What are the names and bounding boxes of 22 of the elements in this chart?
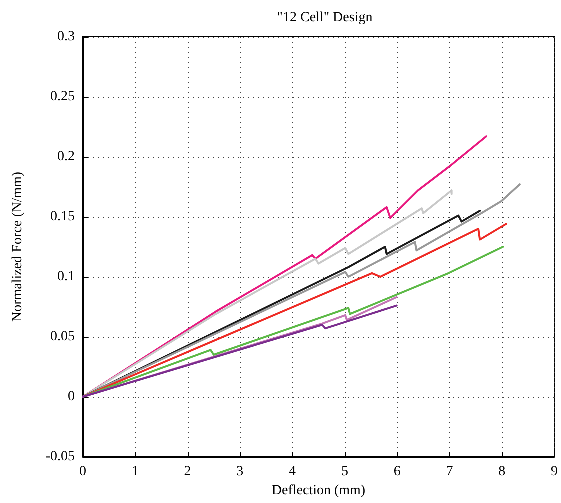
y-tick-label: -0.05 [46, 450, 75, 464]
y-tick-label: 0.05 [50, 330, 75, 344]
x-tick-label: 9 [551, 464, 558, 480]
chart-title: "12 Cell" Design [277, 10, 373, 26]
x-tick-label: 7 [446, 464, 454, 480]
x-tick-label: 0 [80, 464, 86, 480]
x-tick-label: 1 [132, 464, 139, 480]
x-tick-label: 4 [289, 464, 296, 480]
line-series [82, 190, 453, 398]
x-tick-label: 5 [341, 464, 348, 480]
y-tick-label: 0.15 [50, 210, 75, 224]
y-tick-label: 0.1 [58, 270, 75, 284]
x-tick-label: 6 [394, 464, 401, 480]
x-tick-label: 3 [236, 464, 244, 480]
y-axis-title: Normalized Force (N/mm) [10, 172, 26, 322]
y-tick-label: 0.2 [58, 150, 75, 164]
y-tick-label: 0 [68, 390, 75, 404]
y-tick-label: 0.3 [58, 30, 75, 44]
x-axis-title: Deflection (mm) [272, 483, 366, 498]
x-tick-label: 2 [184, 464, 192, 480]
y-tick-label: 0.25 [50, 90, 75, 104]
x-tick-label: 8 [498, 464, 506, 480]
